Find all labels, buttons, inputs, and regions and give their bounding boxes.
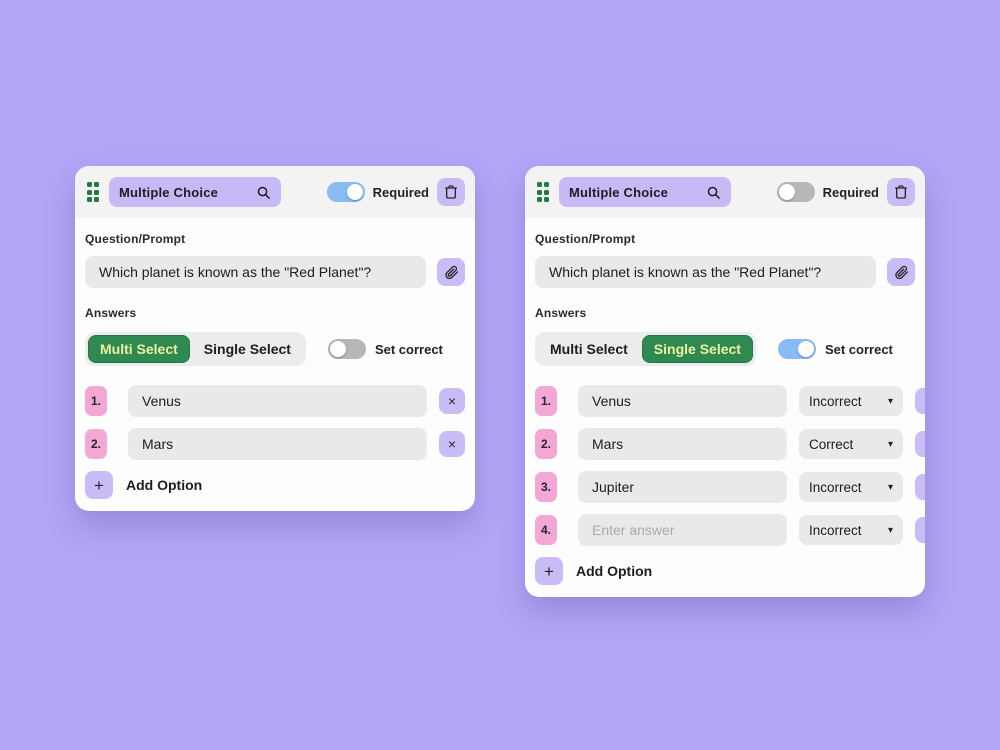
option-row: 2. × [85,428,465,460]
trash-icon [893,184,909,200]
set-correct-toggle[interactable] [777,339,816,359]
close-icon: × [924,480,925,494]
option-input[interactable] [578,385,787,417]
option-number-badge: 3. [535,472,557,502]
option-number-badge: 2. [535,429,557,459]
required-toggle[interactable] [776,182,815,202]
chevron-down-icon: ▾ [887,524,893,536]
option-row: 4. Incorrect ▾ × [535,514,925,546]
answers-label: Answers [85,306,137,320]
option-row: 1. Incorrect ▾ × [535,385,925,417]
remove-option-button[interactable]: × [915,474,925,500]
multi-select-segment[interactable]: Multi Select [88,335,190,363]
option-row: 2. Correct ▾ × [535,428,925,460]
option-number-badge: 1. [535,386,557,416]
card-header: Multiple Choice Required [75,166,475,218]
add-option-button[interactable]: + Add Option [535,557,652,585]
answers-label: Answers [535,306,587,320]
drag-handle-icon[interactable] [535,182,551,202]
question-card-single: Multiple Choice Required Question/Prompt [525,166,925,597]
close-icon: × [924,437,925,451]
set-correct-label: Set correct [824,341,893,357]
close-icon: × [447,393,457,409]
chevron-down-icon: ▾ [887,438,893,450]
option-input[interactable] [578,514,787,546]
delete-question-button[interactable] [437,178,465,206]
question-prompt-label: Question/Prompt [535,232,636,246]
option-row: 1. × [85,385,465,417]
correctness-dropdown[interactable]: Correct ▾ [799,429,903,459]
remove-option-button[interactable]: × [915,517,925,543]
attach-file-button[interactable] [887,258,915,286]
chevron-down-icon: ▾ [887,481,893,493]
delete-question-button[interactable] [887,178,915,206]
question-type-select[interactable]: Multiple Choice [109,177,281,207]
correctness-dropdown[interactable]: Incorrect ▾ [799,472,903,502]
select-mode-segmented-control: Multi Select Single Select [535,332,756,366]
close-icon: × [447,436,457,452]
remove-option-button[interactable]: × [439,388,465,414]
question-type-label: Multiple Choice [569,184,669,200]
correctness-value: Incorrect [809,393,862,409]
option-number-badge: 1. [85,386,107,416]
option-input[interactable] [578,471,787,503]
question-input[interactable] [85,256,426,288]
option-input[interactable] [578,428,787,460]
required-toggle[interactable] [326,182,365,202]
option-input[interactable] [128,428,427,460]
select-mode-segmented-control: Multi Select Single Select [85,332,306,366]
question-type-label: Multiple Choice [119,184,219,200]
plus-icon: + [535,557,563,585]
option-number-badge: 4. [535,515,557,545]
correctness-value: Incorrect [809,479,862,495]
single-select-segment[interactable]: Single Select [203,341,291,357]
correctness-dropdown[interactable]: Incorrect ▾ [799,515,903,545]
drag-handle-icon[interactable] [85,182,101,202]
close-icon: × [924,523,925,537]
paperclip-icon [444,265,459,280]
add-option-label: Add Option [126,477,203,493]
card-header: Multiple Choice Required [525,166,925,218]
set-correct-toggle[interactable] [327,339,366,359]
chevron-down-icon: ▾ [887,395,893,407]
option-number-badge: 2. [85,429,107,459]
correctness-value: Incorrect [809,522,862,538]
required-label: Required [372,184,429,200]
correctness-value: Correct [809,436,854,452]
option-input[interactable] [128,385,427,417]
multi-select-segment[interactable]: Multi Select [550,341,628,357]
plus-icon: + [85,471,113,499]
single-select-segment[interactable]: Single Select [641,335,753,363]
question-type-select[interactable]: Multiple Choice [559,177,731,207]
search-icon [706,185,721,200]
option-row: 3. Incorrect ▾ × [535,471,925,503]
search-icon [256,185,271,200]
add-option-label: Add Option [576,563,653,579]
question-prompt-label: Question/Prompt [85,232,186,246]
set-correct-label: Set correct [374,341,443,357]
question-input[interactable] [535,256,876,288]
required-label: Required [822,184,879,200]
close-icon: × [924,394,925,408]
remove-option-button[interactable]: × [915,388,925,414]
paperclip-icon [894,265,909,280]
remove-option-button[interactable]: × [915,431,925,457]
attach-file-button[interactable] [437,258,465,286]
trash-icon [443,184,459,200]
correctness-dropdown[interactable]: Incorrect ▾ [799,386,903,416]
remove-option-button[interactable]: × [439,431,465,457]
add-option-button[interactable]: + Add Option [85,471,202,499]
question-card-multi: Multiple Choice Required Question/Prompt [75,166,475,511]
